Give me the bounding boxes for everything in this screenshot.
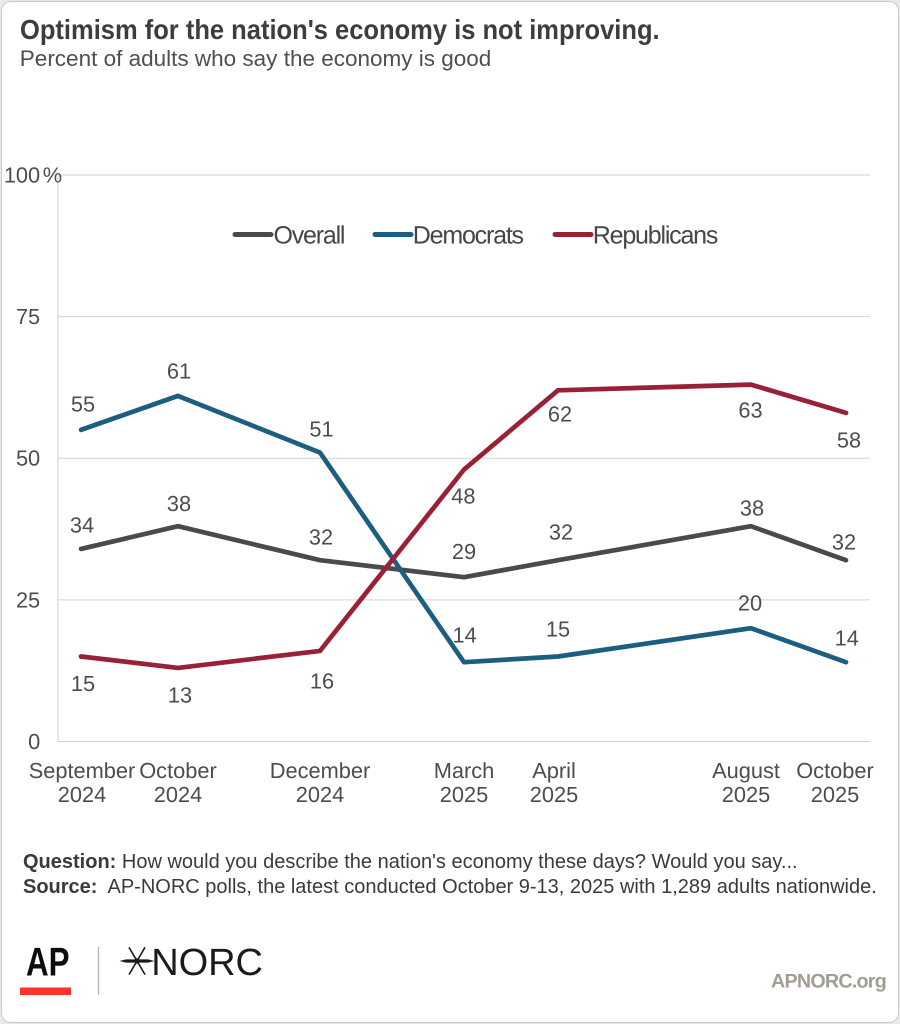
svg-text:15: 15: [71, 671, 95, 696]
svg-text:63: 63: [738, 398, 762, 423]
svg-text:2024: 2024: [154, 782, 203, 807]
svg-text:2025: 2025: [722, 782, 771, 807]
svg-text:29: 29: [452, 539, 476, 564]
svg-text:100: 100: [4, 162, 40, 187]
svg-text:32: 32: [832, 530, 856, 555]
svg-text:32: 32: [549, 520, 573, 545]
svg-text:December: December: [270, 758, 371, 783]
svg-text:0: 0: [28, 729, 40, 754]
svg-text:March: March: [434, 758, 495, 783]
svg-text:Republicans: Republicans: [593, 221, 718, 249]
svg-text:51: 51: [309, 417, 333, 442]
svg-text:38: 38: [740, 496, 764, 521]
svg-text:14: 14: [835, 626, 859, 651]
svg-text:2025: 2025: [440, 782, 489, 807]
svg-text:September: September: [29, 758, 136, 783]
svg-text:25: 25: [16, 587, 40, 612]
svg-text:55: 55: [71, 392, 95, 417]
svg-text:34: 34: [70, 513, 94, 538]
svg-text:15: 15: [546, 617, 570, 642]
svg-text:Overall: Overall: [274, 221, 345, 249]
svg-text:48: 48: [451, 484, 475, 509]
svg-text:61: 61: [167, 359, 191, 384]
svg-text:62: 62: [548, 402, 572, 427]
svg-text:50: 50: [16, 446, 40, 471]
svg-text:%: %: [43, 162, 62, 187]
svg-text:AP: AP: [26, 939, 70, 984]
svg-text:2025: 2025: [530, 782, 579, 807]
svg-text:13: 13: [168, 683, 192, 708]
svg-text:NORC: NORC: [151, 942, 262, 984]
svg-text:October: October: [796, 758, 874, 783]
svg-text:October: October: [139, 758, 217, 783]
svg-text:20: 20: [738, 591, 762, 616]
svg-text:August: August: [712, 758, 780, 783]
svg-text:75: 75: [16, 304, 40, 329]
svg-text:2024: 2024: [296, 782, 345, 807]
svg-text:2025: 2025: [811, 782, 860, 807]
svg-text:APNORC.org: APNORC.org: [771, 970, 886, 992]
svg-text:Democrats: Democrats: [413, 221, 524, 249]
svg-text:14: 14: [452, 622, 476, 647]
svg-text:April: April: [532, 758, 576, 783]
svg-text:58: 58: [837, 428, 861, 453]
svg-text:38: 38: [167, 491, 191, 516]
svg-text:16: 16: [310, 669, 334, 694]
svg-text:32: 32: [309, 525, 333, 550]
svg-text:2024: 2024: [58, 782, 107, 807]
